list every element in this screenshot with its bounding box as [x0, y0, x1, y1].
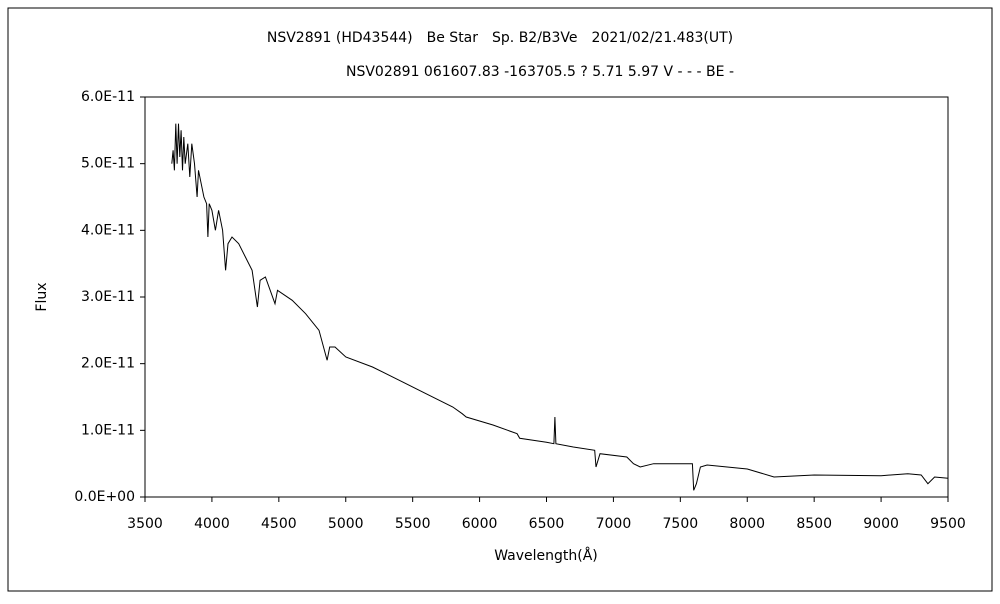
x-tick-label: 5500 — [395, 516, 431, 532]
x-tick-label: 4000 — [194, 516, 230, 532]
y-tick-label: 5.0E-11 — [81, 156, 135, 172]
plot-area — [144, 96, 949, 498]
y-tick-label: 1.0E-11 — [81, 422, 135, 438]
y-tick-label: 3.0E-11 — [81, 289, 135, 305]
y-tick-label: 6.0E-11 — [81, 89, 135, 105]
x-tick-label: 5000 — [328, 516, 364, 532]
y-tick-label: 0.0E+00 — [74, 489, 135, 505]
y-tick-label: 2.0E-11 — [81, 356, 135, 372]
x-axis-label: Wavelength(Å) — [494, 547, 598, 564]
x-tick-label: 9500 — [930, 516, 966, 532]
y-tick-label: 4.0E-11 — [81, 222, 135, 238]
spectrum-line — [171, 123, 949, 491]
y-axis-label: Flux — [34, 282, 50, 311]
x-tick-label: 6000 — [462, 516, 498, 532]
x-tick-label: 7000 — [596, 516, 632, 532]
frame — [7, 7, 993, 592]
chart-title: NSV2891 (HD43544) Be Star Sp. B2/B3Ve 20… — [267, 30, 733, 46]
x-tick-label: 6500 — [529, 516, 565, 532]
x-tick-label: 4500 — [261, 516, 297, 532]
x-tick-label: 8500 — [796, 516, 832, 532]
x-tick-label: 7500 — [663, 516, 699, 532]
chart-subtitle: NSV02891 061607.83 -163705.5 ? 5.71 5.97… — [346, 64, 734, 80]
x-tick-label: 3500 — [127, 516, 163, 532]
x-tick-label: 9000 — [863, 516, 899, 532]
x-tick-label: 8000 — [729, 516, 765, 532]
